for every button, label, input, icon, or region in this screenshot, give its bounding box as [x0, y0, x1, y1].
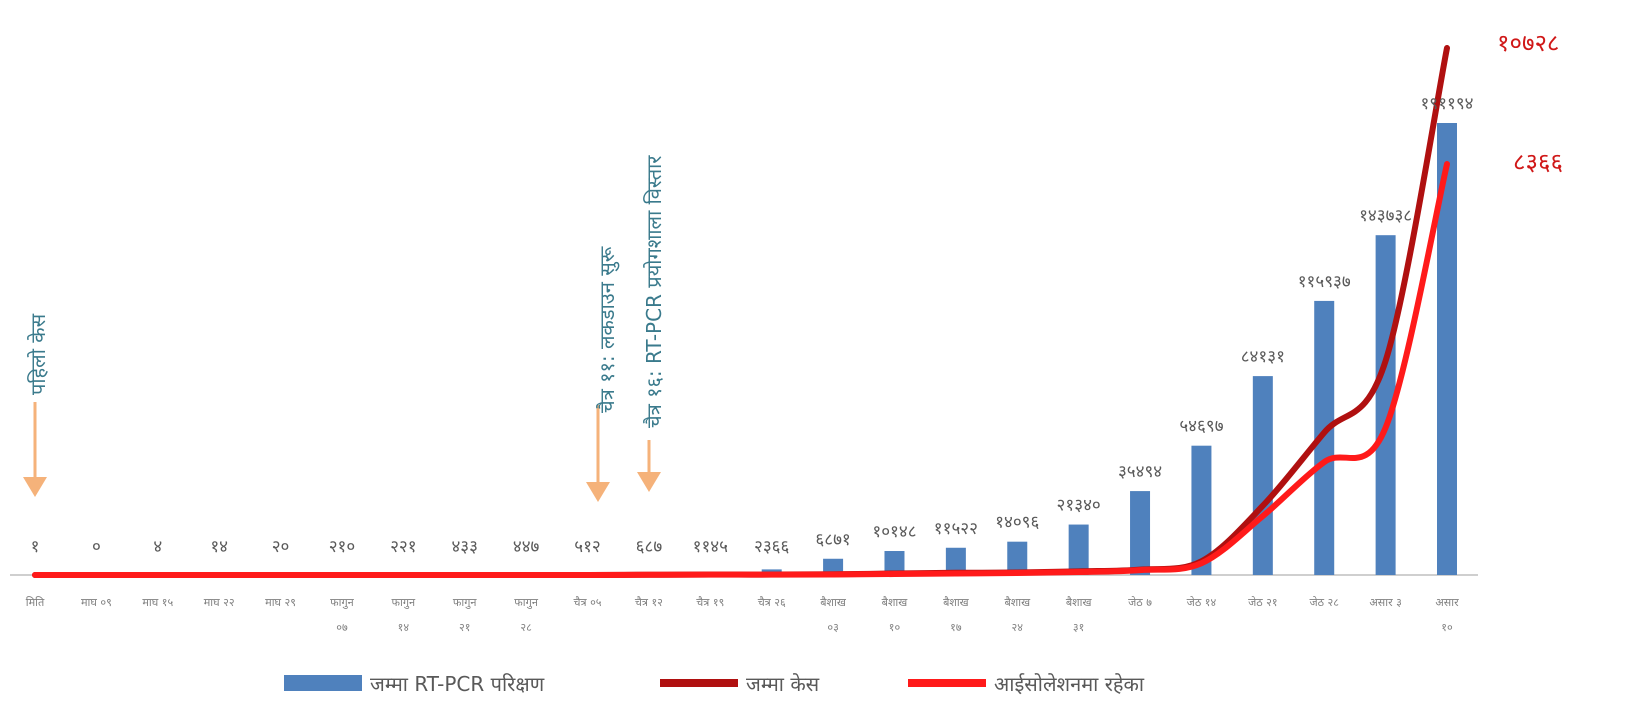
legend-label-isolation: आईसोलेशनमा रहेका — [994, 671, 1145, 696]
annotation-lab-expansion: चैत्र १६: RT-PCR प्रयोगशाला विस्तार — [642, 155, 666, 428]
x-tick-label: बैशाख — [882, 596, 909, 609]
x-tick-label: जेठ २१ — [1248, 596, 1278, 609]
annotation-lockdown: चैत्र ११: लकडाउन सुरू — [595, 246, 619, 413]
bar-value-label: ८४१३१ — [1241, 347, 1285, 367]
x-tick-label: बैशाख — [1066, 596, 1093, 609]
x-tick-label: ०३ — [827, 621, 838, 634]
lines-layer — [32, 45, 1450, 578]
bar-value-label: १०१४८ — [872, 522, 916, 542]
bar-value-label: ६८७१ — [815, 530, 850, 550]
bar-value-label: १९११९४ — [1420, 94, 1473, 114]
annotation-arrow-head — [23, 477, 47, 497]
line-total-cases — [32, 45, 1450, 578]
x-tick-label: असार — [1435, 596, 1459, 609]
bar-tests — [1314, 300, 1335, 575]
x-tick-label: माघ २२ — [204, 596, 235, 609]
x-tick-label: असार ३ — [1369, 596, 1401, 609]
x-tick-label: बैशाख — [943, 596, 970, 609]
x-tick-label: माघ १५ — [142, 596, 173, 609]
bar-tests — [1068, 524, 1089, 575]
x-tick-label: १४ — [398, 621, 410, 634]
x-tick-label: १७ — [950, 621, 962, 634]
bar-value-label: २० — [272, 537, 290, 557]
x-tick-label: फागुन — [392, 596, 417, 609]
x-tick-label: जेठ २८ — [1309, 596, 1339, 609]
legend-swatch-tests — [284, 675, 362, 691]
x-tick-label: बैशाख — [820, 596, 847, 609]
x-tick-label: बैशाख — [1004, 596, 1031, 609]
bar-value-label: १४३७३८ — [1359, 206, 1412, 226]
bar-tests — [1007, 541, 1028, 575]
x-tick-label: १० — [1441, 621, 1453, 634]
bar-value-label: ११४५ — [693, 537, 728, 557]
bar-value-label: ११५९३७ — [1298, 272, 1351, 292]
bar-tests — [1375, 235, 1396, 575]
annotation-arrow-head — [586, 482, 610, 502]
x-tick-label: माघ ०९ — [81, 596, 112, 609]
legend-label-total-cases: जम्मा केस — [746, 671, 820, 696]
isolation-end-label: ८३६६ — [1513, 148, 1563, 176]
bar-value-label: ४३३ — [451, 537, 478, 557]
bar-value-label: २१० — [329, 537, 356, 557]
x-tick-label: २४ — [1012, 621, 1024, 634]
bar-tests — [945, 547, 966, 575]
x-tick-label: माघ २९ — [265, 596, 296, 609]
bar-value-label: ५४६९७ — [1179, 417, 1223, 437]
x-tick-label: मिति — [26, 596, 45, 609]
legend-swatch-total-cases — [660, 679, 738, 687]
line-isolation — [32, 161, 1450, 578]
annotation-first-case: पहिलो केस — [26, 313, 50, 395]
x-tick-label: चैत्र २६ — [758, 596, 786, 609]
bar-value-label: १ — [31, 537, 40, 557]
legend-label-tests: जम्मा RT-PCR परिक्षण — [370, 671, 545, 696]
bar-tests — [1437, 123, 1457, 575]
bar-value-label: ० — [92, 537, 101, 557]
bar-value-label: १४०९६ — [995, 513, 1039, 533]
labels-layer: १ ० ४ १४ २० २१० २२१ ४३३ ४४७ ५१२ ६८७ ११४५ २३६६ ६८७१ १०१… — [26, 94, 1474, 634]
bar-value-label: ४ — [153, 537, 162, 557]
bar-tests — [884, 551, 905, 575]
bar-value-label: ५१२ — [574, 537, 601, 557]
x-tick-label: २१ — [459, 621, 470, 634]
bar-value-label: २२१ — [390, 537, 417, 557]
legend-item-total-cases: जम्मा केस — [660, 668, 819, 698]
legend-swatch-isolation — [908, 679, 986, 687]
bars-layer — [25, 123, 1457, 575]
bar-value-label: २३६६ — [754, 537, 790, 557]
x-tick-label: जेठ १४ — [1187, 596, 1217, 609]
bar-tests — [1252, 376, 1273, 575]
legend-item-tests: जम्मा RT-PCR परिक्षण — [284, 668, 544, 698]
x-tick-label: ३१ — [1073, 621, 1084, 634]
x-tick-label: चैत्र १९ — [696, 596, 724, 609]
bar-value-label: २१३४० — [1057, 496, 1101, 516]
x-tick-label: जेठ ७ — [1128, 596, 1152, 609]
x-tick-label: फागुन — [514, 596, 539, 609]
x-tick-label: चैत्र १२ — [635, 596, 663, 609]
x-tick-label: फागुन — [453, 596, 478, 609]
bar-tests — [1130, 491, 1151, 575]
bar-value-label: ४४७ — [513, 537, 540, 557]
bar-tests — [823, 558, 844, 575]
bar-value-label: ३५४९४ — [1118, 462, 1162, 482]
x-tick-label: फागुन — [330, 596, 355, 609]
legend-item-isolation: आईसोलेशनमा रहेका — [908, 668, 1144, 698]
bar-value-label: ६८७ — [636, 537, 663, 557]
annotation-arrow-head — [637, 472, 661, 492]
x-tick-label: ०७ — [336, 621, 348, 634]
arrows-layer — [23, 402, 661, 502]
bar-tests — [1191, 445, 1212, 575]
total-cases-end-label: १०७२८ — [1497, 29, 1560, 57]
bar-value-label: ११५२२ — [934, 519, 978, 539]
x-tick-label: १० — [889, 621, 901, 634]
x-tick-label: २८ — [520, 621, 532, 634]
bar-value-label: १४ — [210, 537, 228, 557]
x-tick-label: चैत्र ०५ — [574, 596, 602, 609]
